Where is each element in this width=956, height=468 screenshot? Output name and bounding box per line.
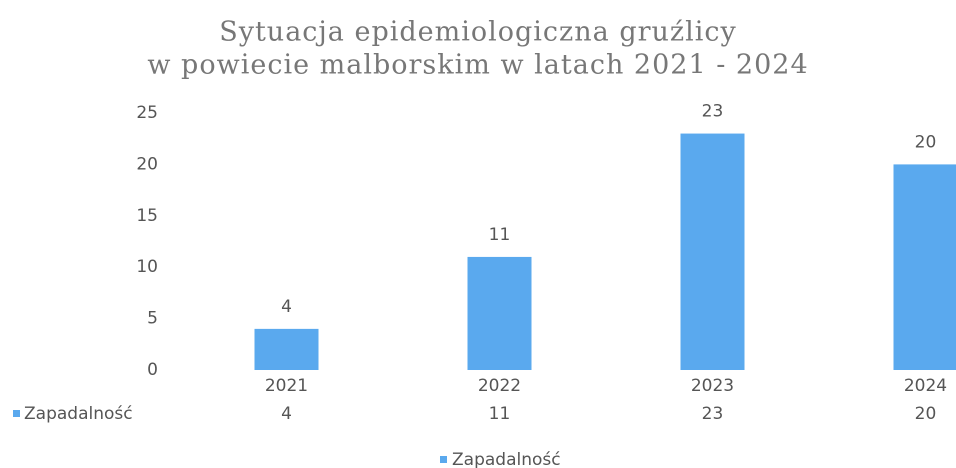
bar	[467, 256, 532, 370]
data-table-cell: 11	[489, 404, 511, 424]
y-tick-label: 10	[136, 257, 158, 277]
data-label: 23	[702, 102, 724, 122]
data-table-cell: 23	[702, 404, 724, 424]
y-tick-label: 0	[147, 360, 158, 380]
y-tick-label: 20	[136, 154, 158, 174]
y-tick-label: 5	[147, 309, 158, 329]
data-table-key	[13, 410, 20, 417]
bar	[893, 164, 956, 370]
y-tick-label: 15	[136, 206, 158, 226]
data-table-header: Zapadalność	[24, 404, 133, 424]
x-tick-label: 2022	[478, 376, 521, 396]
bar	[254, 328, 319, 370]
data-label: 20	[915, 132, 937, 152]
x-tick-label: 2024	[904, 376, 947, 396]
y-tick-label: 25	[136, 103, 158, 123]
chart-title: Sytuacja epidemiologiczna gruźlicy	[219, 17, 737, 48]
data-table-cell: 4	[281, 404, 292, 424]
x-tick-label: 2021	[265, 376, 308, 396]
legend-swatch	[440, 456, 447, 463]
bar	[680, 133, 745, 370]
data-label: 11	[489, 225, 511, 245]
data-table-cell: 20	[915, 404, 937, 424]
chart-title: w powiecie malborskim w latach 2021 - 20…	[147, 50, 808, 81]
x-tick-label: 2023	[691, 376, 734, 396]
legend-label: Zapadalność	[452, 450, 561, 468]
data-label: 4	[281, 297, 292, 317]
